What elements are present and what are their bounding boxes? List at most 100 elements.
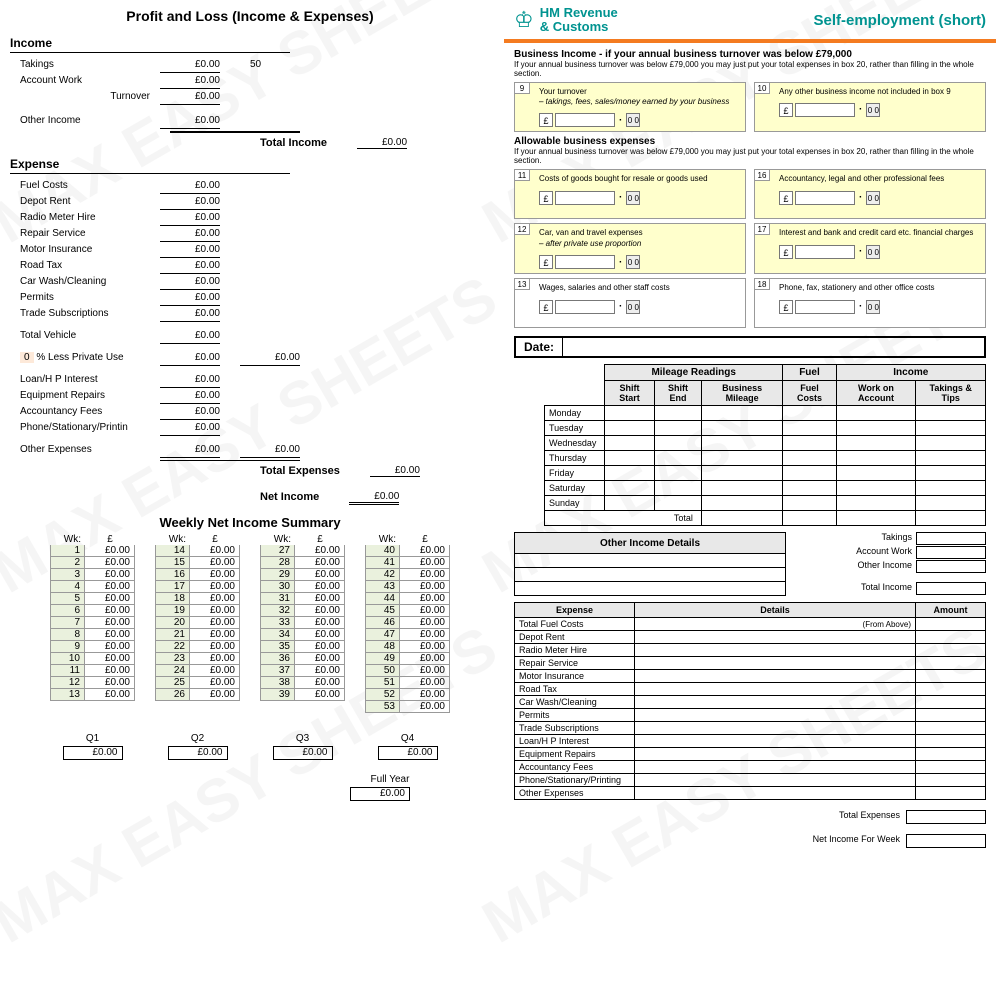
exp-detail-row[interactable]: Total Fuel Costs(From Above)	[515, 618, 986, 631]
box-18[interactable]: 18Phone, fax, stationery and other offic…	[754, 278, 986, 328]
mileage-table: Mileage ReadingsFuelIncome Shift StartSh…	[544, 364, 986, 526]
exp-detail-row[interactable]: Motor Insurance	[515, 670, 986, 683]
qtr-label: Q2	[168, 733, 228, 744]
week-row: 29£0.00	[260, 569, 345, 581]
exp-detail-row[interactable]: Depot Rent	[515, 631, 986, 644]
week-row: 12£0.00	[50, 677, 135, 689]
exp-label: Road Tax	[10, 258, 160, 274]
exp-label: Equipment Repairs	[10, 388, 160, 404]
net-week-box[interactable]	[906, 834, 986, 848]
qtr-val: £0.00	[378, 746, 438, 760]
week-row: 10£0.00	[50, 653, 135, 665]
week-row: 23£0.00	[155, 653, 240, 665]
exp-detail-row[interactable]: Permits	[515, 709, 986, 722]
exp-val: £0.00	[160, 274, 220, 290]
week-row: 40£0.00	[365, 545, 450, 557]
box-12[interactable]: 12Car, van and travel expenses– after pr…	[514, 223, 746, 274]
exp-val: £0.00	[160, 372, 220, 388]
week-row: 32£0.00	[260, 605, 345, 617]
week-row: 53£0.00	[365, 701, 450, 713]
exp-detail-row[interactable]: Trade Subscriptions	[515, 722, 986, 735]
week-row: 25£0.00	[155, 677, 240, 689]
mileage-row[interactable]: Tuesday	[545, 421, 986, 436]
exp-detail-row[interactable]: Equipment Repairs	[515, 748, 986, 761]
box-10[interactable]: 10 Any other business income not include…	[754, 82, 986, 133]
qtr-val: £0.00	[273, 746, 333, 760]
mileage-row[interactable]: Saturday	[545, 481, 986, 496]
week-row: 48£0.00	[365, 641, 450, 653]
box-13[interactable]: 13Wages, salaries and other staff costs£…	[514, 278, 746, 328]
total-exp-label: Total Expenses	[839, 810, 906, 824]
exp-detail-row[interactable]: Phone/Stationary/Printing	[515, 774, 986, 787]
week-row: 7£0.00	[50, 617, 135, 629]
exp-detail-row[interactable]: Car Wash/Cleaning	[515, 696, 986, 709]
exp-val: £0.00	[160, 258, 220, 274]
net-income-val: £0.00	[349, 491, 399, 505]
week-row: 15£0.00	[155, 557, 240, 569]
mileage-row[interactable]: Friday	[545, 466, 986, 481]
week-row: 45£0.00	[365, 605, 450, 617]
week-row: 24£0.00	[155, 665, 240, 677]
total-expenses-val: £0.00	[370, 465, 420, 477]
exp-detail-row[interactable]: Radio Meter Hire	[515, 644, 986, 657]
bi-note: If your annual business turnover was bel…	[504, 60, 996, 82]
week-row: 43£0.00	[365, 581, 450, 593]
other-expenses-label: Other Expenses	[10, 442, 160, 458]
box-11[interactable]: 11Costs of goods bought for resale or go…	[514, 169, 746, 219]
week-row: 20£0.00	[155, 617, 240, 629]
mileage-row[interactable]: Wednesday	[545, 436, 986, 451]
exp-detail-row[interactable]: Repair Service	[515, 657, 986, 670]
week-row: 21£0.00	[155, 629, 240, 641]
week-row: 4£0.00	[50, 581, 135, 593]
week-row: 14£0.00	[155, 545, 240, 557]
week-row: 35£0.00	[260, 641, 345, 653]
pl-title: Profit and Loss (Income & Expenses)	[10, 8, 490, 24]
sum-other: Other Income	[857, 560, 916, 573]
exp-val: £0.00	[160, 226, 220, 242]
exp-detail-row[interactable]: Loan/H P Interest	[515, 735, 986, 748]
box-17[interactable]: 17Interest and bank and credit card etc.…	[754, 223, 986, 274]
qtr-label: Q1	[63, 733, 123, 744]
sum-total: Total Income	[861, 582, 916, 595]
exp-detail-row[interactable]: Road Tax	[515, 683, 986, 696]
other-income-label: Other Income	[10, 113, 160, 129]
mileage-row[interactable]: Sunday	[545, 496, 986, 511]
total-vehicle-val: £0.00	[160, 328, 220, 344]
abe-title: Allowable business expenses	[504, 136, 996, 147]
date-field[interactable]: Date:	[514, 336, 986, 358]
fullyear-label: Full Year	[350, 774, 430, 785]
account-work-label: Account Work	[10, 73, 160, 89]
week-row: 46£0.00	[365, 617, 450, 629]
week-row: 30£0.00	[260, 581, 345, 593]
turnover-val: £0.00	[160, 89, 220, 105]
week-row: 49£0.00	[365, 653, 450, 665]
private-val: £0.00	[160, 350, 220, 366]
takings-label: Takings	[10, 57, 160, 73]
takings-val: £0.00	[160, 57, 220, 73]
total-exp-box[interactable]	[906, 810, 986, 824]
exp-val: £0.00	[160, 242, 220, 258]
week-row: 22£0.00	[155, 641, 240, 653]
week-row: 27£0.00	[260, 545, 345, 557]
week-row: 19£0.00	[155, 605, 240, 617]
week-row: 44£0.00	[365, 593, 450, 605]
exp-label: Trade Subscriptions	[10, 306, 160, 322]
week-row: 33£0.00	[260, 617, 345, 629]
exp-detail-row[interactable]: Accountancy Fees	[515, 761, 986, 774]
week-row: 2£0.00	[50, 557, 135, 569]
week-row: 11£0.00	[50, 665, 135, 677]
mileage-row[interactable]: Monday	[545, 406, 986, 421]
week-row: 37£0.00	[260, 665, 345, 677]
week-row: 38£0.00	[260, 677, 345, 689]
private-use-label: 0 % Less Private Use	[10, 350, 160, 366]
mileage-row[interactable]: Thursday	[545, 451, 986, 466]
box-9[interactable]: 9 Your turnover– takings, fees, sales/mo…	[514, 82, 746, 133]
account-work-val: £0.00	[160, 73, 220, 89]
sum-takings: Takings	[881, 532, 916, 545]
week-row: 3£0.00	[50, 569, 135, 581]
week-row: 16£0.00	[155, 569, 240, 581]
total-vehicle-label: Total Vehicle	[10, 328, 160, 344]
exp-label: Repair Service	[10, 226, 160, 242]
box-16[interactable]: 16Accountancy, legal and other professio…	[754, 169, 986, 219]
exp-detail-row[interactable]: Other Expenses	[515, 787, 986, 800]
